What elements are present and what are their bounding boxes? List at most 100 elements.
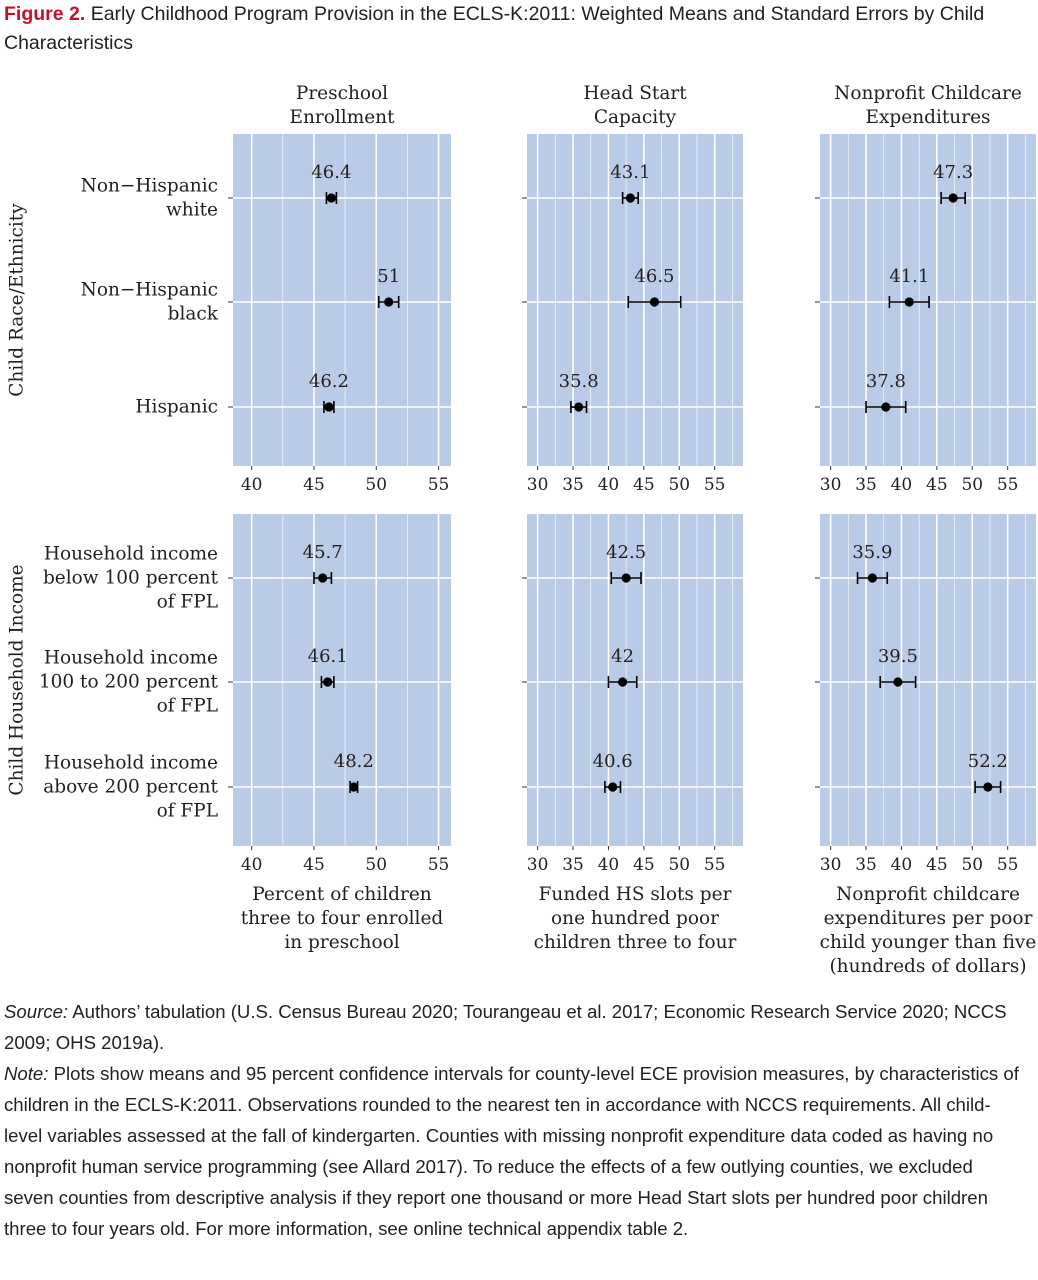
mean-point bbox=[948, 193, 958, 203]
mean-point bbox=[349, 782, 359, 792]
column-title: Head Start bbox=[583, 83, 687, 104]
category-label: white bbox=[166, 200, 218, 221]
x-tick-label: 45 bbox=[926, 855, 948, 875]
x-tick-label: 50 bbox=[668, 475, 690, 495]
faceted-dot-plot: Preschool Enrollment Head Start Capacity Non… bbox=[7, 83, 1037, 977]
column-title: Capacity bbox=[594, 107, 677, 128]
panel-background bbox=[820, 134, 1036, 466]
x-tick-label: 55 bbox=[997, 855, 1019, 875]
category-label: Non−Hispanic bbox=[81, 176, 218, 197]
x-axis-title: Funded HS slots per bbox=[539, 884, 732, 905]
data-label: 35.9 bbox=[852, 542, 892, 563]
x-axis-title: in preschool bbox=[284, 932, 399, 953]
mean-point bbox=[318, 573, 328, 583]
x-tick-label: 45 bbox=[633, 855, 655, 875]
x-tick-label: 45 bbox=[303, 475, 325, 495]
x-tick-label: 30 bbox=[820, 475, 842, 495]
note-text: Plots show means and 95 percent confiden… bbox=[4, 1063, 1019, 1239]
data-label: 46.1 bbox=[308, 646, 348, 667]
x-tick-label: 50 bbox=[668, 855, 690, 875]
column-title: Nonprofit Childcare bbox=[834, 83, 1022, 104]
x-tick-label: 55 bbox=[997, 475, 1019, 495]
panel-background bbox=[233, 514, 451, 846]
category-label: Non−Hispanic bbox=[81, 280, 218, 301]
category-label: Household income bbox=[44, 544, 218, 565]
mean-point bbox=[621, 573, 631, 583]
data-label: 46.2 bbox=[309, 371, 349, 392]
category-label: Household income bbox=[44, 648, 218, 669]
category-label: of FPL bbox=[157, 696, 218, 717]
data-label: 41.1 bbox=[889, 266, 929, 287]
x-tick-label: 45 bbox=[926, 475, 948, 495]
x-axis-title: child younger than five bbox=[820, 932, 1037, 953]
x-tick-label: 40 bbox=[241, 475, 263, 495]
figure-title-text: Early Childhood Program Provision in the… bbox=[4, 3, 985, 54]
mean-point bbox=[904, 297, 914, 307]
panel-background bbox=[233, 134, 451, 466]
mean-point bbox=[625, 193, 635, 203]
category-label: below 100 percent bbox=[43, 568, 219, 589]
mean-point bbox=[618, 677, 628, 687]
data-label: 47.3 bbox=[933, 162, 973, 183]
group-label: Child Race/Ethnicity bbox=[7, 203, 28, 397]
mean-point bbox=[881, 402, 891, 412]
x-tick-label: 50 bbox=[365, 475, 387, 495]
figure-label: Figure 2. bbox=[4, 3, 86, 25]
category-label: Household income bbox=[44, 753, 218, 774]
x-tick-label: 35 bbox=[562, 475, 584, 495]
x-axis-title: one hundred poor bbox=[551, 908, 719, 929]
category-label: Hispanic bbox=[135, 397, 218, 418]
x-tick-label: 30 bbox=[820, 855, 842, 875]
column-title: Preschool bbox=[296, 83, 388, 104]
data-label: 45.7 bbox=[303, 542, 343, 563]
data-label: 40.6 bbox=[593, 751, 633, 772]
x-axis-title: children three to four bbox=[534, 932, 737, 953]
data-label: 52.2 bbox=[968, 751, 1008, 772]
data-label: 46.5 bbox=[634, 266, 674, 287]
panel-background bbox=[527, 134, 743, 466]
mean-point bbox=[323, 677, 333, 687]
x-tick-label: 55 bbox=[428, 475, 450, 495]
x-tick-label: 45 bbox=[633, 475, 655, 495]
x-tick-label: 40 bbox=[598, 855, 620, 875]
x-tick-label: 40 bbox=[241, 855, 263, 875]
x-tick-label: 50 bbox=[961, 475, 983, 495]
data-label: 42 bbox=[611, 646, 634, 667]
panel-background bbox=[820, 514, 1036, 846]
data-label: 35.8 bbox=[559, 371, 599, 392]
mean-point bbox=[384, 297, 394, 307]
data-label: 43.1 bbox=[610, 162, 650, 183]
x-tick-label: 50 bbox=[961, 855, 983, 875]
group-label: Child Household Income bbox=[7, 564, 28, 795]
category-label: above 200 percent bbox=[43, 777, 218, 798]
x-axis-title: expenditures per poor bbox=[824, 908, 1033, 929]
x-tick-label: 40 bbox=[891, 475, 913, 495]
note: Note: Plots show means and 95 percent co… bbox=[4, 1058, 1024, 1244]
data-label: 46.4 bbox=[311, 162, 351, 183]
column-title: Enrollment bbox=[289, 107, 395, 128]
source-text: Authors’ tabulation (U.S. Census Bureau … bbox=[4, 1001, 1007, 1053]
category-label: 100 to 200 percent bbox=[39, 672, 219, 693]
panel-background bbox=[527, 514, 743, 846]
x-tick-label: 30 bbox=[527, 855, 549, 875]
category-label: black bbox=[168, 304, 219, 325]
source-note: Source: Authors’ tabulation (U.S. Census… bbox=[4, 996, 1024, 1058]
category-label: of FPL bbox=[157, 801, 218, 822]
mean-point bbox=[893, 677, 903, 687]
x-tick-label: 55 bbox=[704, 855, 726, 875]
x-axis-title: (hundreds of dollars) bbox=[829, 956, 1026, 977]
x-tick-label: 55 bbox=[704, 475, 726, 495]
x-tick-label: 30 bbox=[527, 475, 549, 495]
mean-point bbox=[983, 782, 993, 792]
mean-point bbox=[326, 193, 337, 203]
data-label: 48.2 bbox=[334, 751, 374, 772]
x-tick-label: 35 bbox=[855, 855, 877, 875]
x-tick-label: 55 bbox=[428, 855, 450, 875]
mean-point bbox=[574, 402, 584, 412]
column-title: Expenditures bbox=[865, 107, 990, 128]
figure-notes: Source: Authors’ tabulation (U.S. Census… bbox=[4, 996, 1024, 1244]
note-label: Note: bbox=[4, 1063, 49, 1084]
figure-title: Figure 2. Early Childhood Program Provis… bbox=[4, 0, 1024, 58]
mean-point bbox=[324, 402, 334, 412]
x-axis-title: three to four enrolled bbox=[241, 908, 444, 929]
